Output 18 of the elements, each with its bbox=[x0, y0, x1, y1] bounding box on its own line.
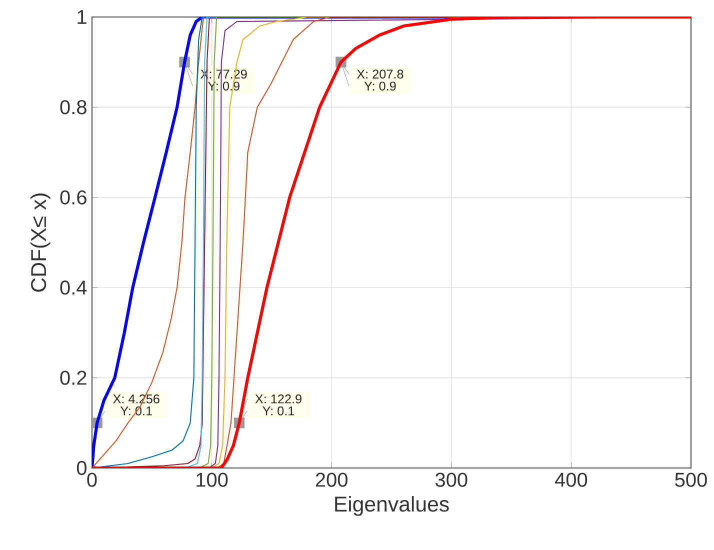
y-tick-label: 0 bbox=[76, 460, 86, 476]
x-tick-label: 500 bbox=[675, 472, 707, 487]
y-tick-label: 0.8 bbox=[60, 100, 86, 114]
y-tick-label: 1 bbox=[78, 10, 86, 24]
annotation: X: 207.8 bbox=[356, 70, 404, 79]
x-tick-label: 200 bbox=[316, 472, 348, 487]
annotation: X: 122.9 bbox=[255, 394, 302, 404]
annotation: Y: 0.9 bbox=[364, 82, 396, 91]
annotation: Y: 0.1 bbox=[262, 406, 294, 416]
x-tick-label: 100 bbox=[196, 472, 228, 487]
y-tick-label: 0.4 bbox=[60, 280, 87, 295]
y-tick-label: 0.6 bbox=[60, 190, 86, 204]
x-axis-title: Eigenvalues bbox=[335, 496, 449, 516]
x-tick-label: 0 bbox=[87, 472, 97, 487]
y-tick-label: 0.2 bbox=[60, 370, 86, 385]
x-tick-label: 300 bbox=[435, 472, 468, 487]
x-tick-label: 400 bbox=[554, 472, 588, 487]
y-axis-title: CDF(X≤ x) bbox=[30, 194, 50, 292]
